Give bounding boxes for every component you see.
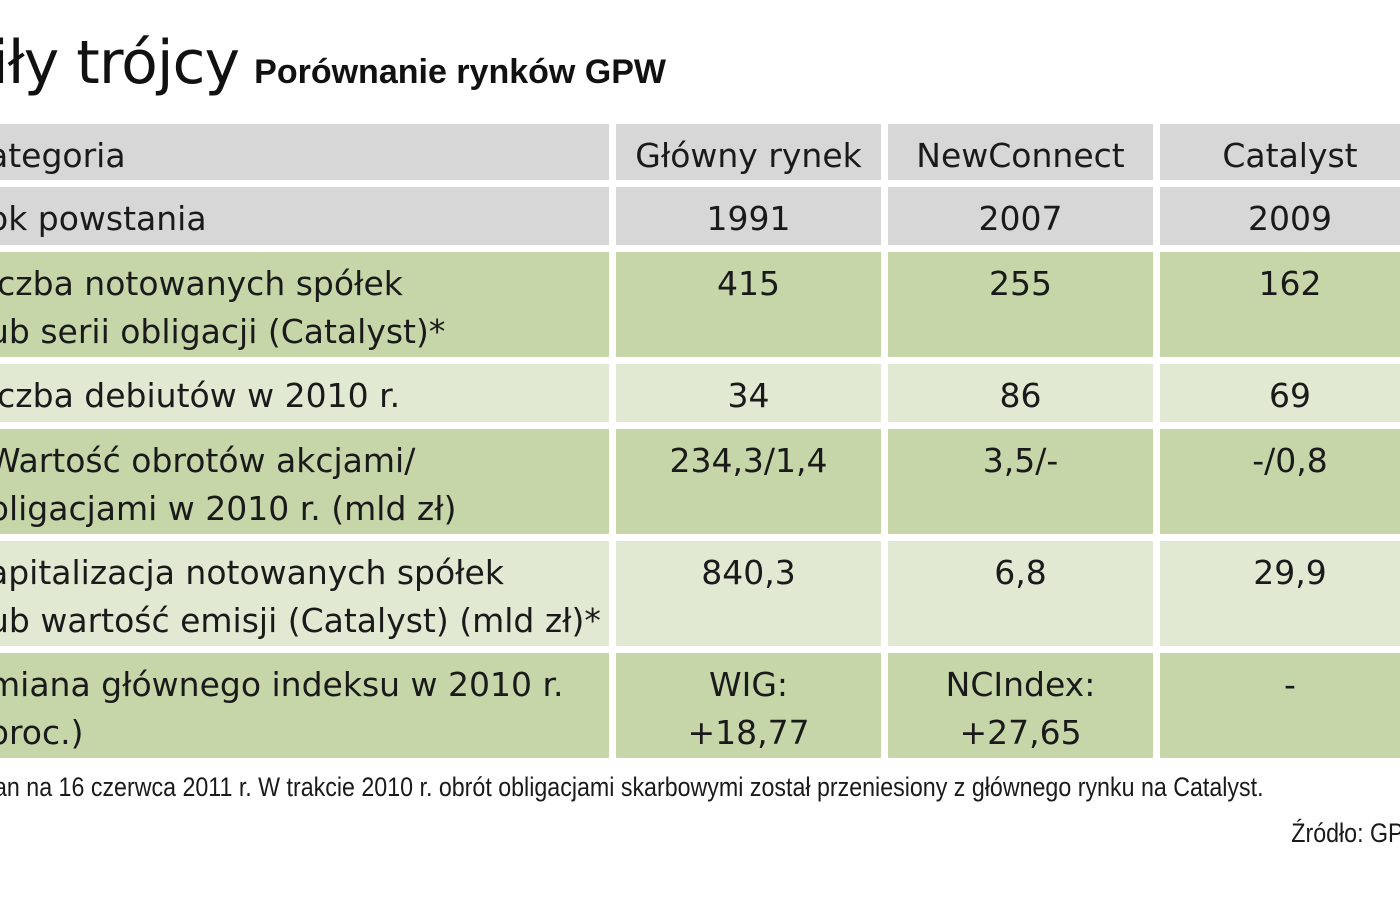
table-cell: 2007 <box>888 187 1153 245</box>
table-cell: - <box>1160 653 1400 758</box>
table-row: iczba debiutów w 2010 r. 34 86 69 <box>0 364 1400 422</box>
table-cell: 86 <box>888 364 1153 422</box>
row-label: iczba debiutów w 2010 r. <box>0 364 609 422</box>
table-row: apitalizacja notowanych spółek ub wartoś… <box>0 541 1400 646</box>
header-cell-category: ategoria <box>0 124 609 180</box>
table-cell: WIG: +18,77 <box>616 653 881 758</box>
table-cell: -/0,8 <box>1160 429 1400 534</box>
table-cell: 2009 <box>1160 187 1400 245</box>
table-cell: 69 <box>1160 364 1400 422</box>
row-label: Wartość obrotów akcjami/ bligacjami w 20… <box>0 429 609 534</box>
table-cell: 1991 <box>616 187 881 245</box>
table-cell: 34 <box>616 364 881 422</box>
row-label: apitalizacja notowanych spółek ub wartoś… <box>0 541 609 646</box>
chart-title: iły trójcy <box>0 28 240 98</box>
table-cell: 234,3/1,4 <box>616 429 881 534</box>
header-cell-main-market: Główny rynek <box>616 124 881 180</box>
table-cell: 840,3 <box>616 541 881 646</box>
table-row: Wartość obrotów akcjami/ bligacjami w 20… <box>0 429 1400 534</box>
header-cell-newconnect: NewConnect <box>888 124 1153 180</box>
row-label: miana głównego indeksu w 2010 r. proc.) <box>0 653 609 758</box>
table-cell: 162 <box>1160 252 1400 357</box>
table-cell: 6,8 <box>888 541 1153 646</box>
header-row: ategoria Główny rynek NewConnect Catalys… <box>0 124 1400 180</box>
row-label: iczba notowanych spółek ub serii obligac… <box>0 252 609 357</box>
header-cell-catalyst: Catalyst <box>1160 124 1400 180</box>
footnote: an na 16 czerwca 2011 r. W trakcie 2010 … <box>0 772 1264 802</box>
table-row: ok powstania 1991 2007 2009 <box>0 187 1400 245</box>
table-cell: 3,5/- <box>888 429 1153 534</box>
chart-title-block: iły trójcy Porównanie rynków GPW <box>0 28 666 108</box>
table-row: iczba notowanych spółek ub serii obligac… <box>0 252 1400 357</box>
table-cell: 29,9 <box>1160 541 1400 646</box>
table-cell: 415 <box>616 252 881 357</box>
table-row: miana głównego indeksu w 2010 r. proc.) … <box>0 653 1400 758</box>
comparison-table: ategoria Główny rynek NewConnect Catalys… <box>0 124 1400 765</box>
row-label: ok powstania <box>0 187 609 245</box>
table-cell: NCIndex: +27,65 <box>888 653 1153 758</box>
chart-subtitle: Porównanie rynków GPW <box>254 53 666 91</box>
table-cell: 255 <box>888 252 1153 357</box>
source-note: Źródło: GP <box>1291 818 1400 848</box>
